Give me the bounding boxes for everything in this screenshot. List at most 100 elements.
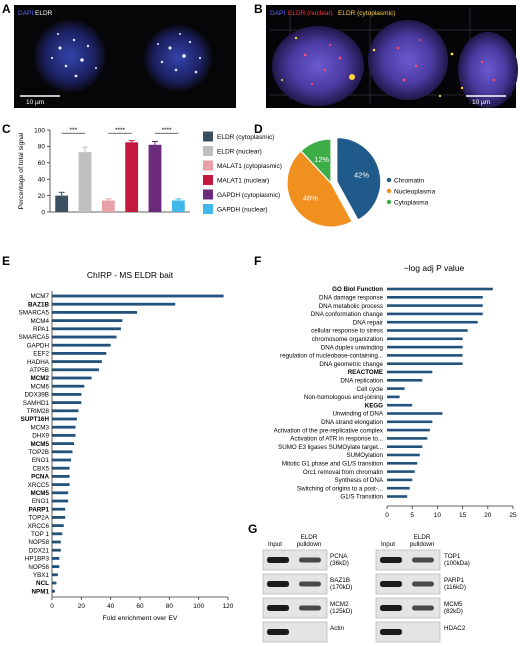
blot-strip	[375, 597, 441, 619]
panel-e-bar	[52, 532, 63, 536]
panel-c-legend-swatch	[203, 189, 213, 200]
panel-f-bar	[387, 437, 428, 440]
panel-f-bar	[387, 337, 463, 341]
panel-e-bar	[52, 343, 111, 347]
panel-b-legend-dapi: DAPI	[270, 10, 285, 17]
panel-e-bar	[52, 352, 107, 355]
panel-f-category-label: Synthesis of DNA	[335, 477, 384, 484]
panel-e-bar	[52, 311, 138, 314]
panel-d-legend-label: Cytoplasma	[394, 200, 429, 207]
panel-e-category-label: PARP1	[28, 506, 49, 513]
panel-c-bar-chart: Percentage of total signal 020406080100 …	[18, 127, 282, 217]
blot-header-input: Input	[268, 541, 282, 548]
panel-f-bar	[387, 445, 423, 448]
panel-f-bar	[387, 395, 400, 399]
blot-band-input	[267, 605, 289, 611]
panel-e-bar	[52, 360, 102, 363]
blot-protein-size: (100kDa)	[444, 560, 470, 567]
panel-c-y-tick-label: 20	[38, 193, 46, 200]
panel-f-bar	[387, 354, 463, 357]
panel-c-bar	[171, 200, 185, 212]
blot-band-pulldown	[412, 605, 434, 611]
panel-c-legend-label: ELDR (nuclear)	[217, 149, 262, 156]
panel-f-category-label: Activation of ATR in response to...	[290, 436, 383, 443]
panel-c-significance-stars: ****	[115, 127, 126, 134]
panel-f-x-tick-label: 10	[434, 512, 442, 519]
panel-e-bar	[52, 565, 60, 568]
panel-b-scale-label: 10 µm	[472, 99, 490, 106]
panel-f-bar	[387, 362, 463, 365]
panel-f-category-label: DNA repair	[353, 319, 383, 326]
panel-b-cell-2	[368, 20, 448, 100]
panel-e-bar	[52, 581, 57, 585]
panel-f-bar-chart: −log adj P value GO Biol Function DNA dam…	[274, 263, 517, 519]
panel-e-category-label: XRCC5	[28, 482, 50, 489]
panel-e-bars	[52, 294, 224, 593]
blot-strip	[375, 549, 441, 571]
blot-protein-size: (116kD)	[444, 584, 466, 591]
panel-f-bars	[387, 287, 493, 498]
panel-f-category-label: Switching of origins to a post-...	[297, 485, 383, 492]
panel-e-x-tick-label: 20	[78, 603, 86, 610]
panel-e-bar	[52, 499, 69, 503]
panel-b-nuclear-foci	[303, 39, 496, 86]
panel-c-bar	[125, 142, 139, 212]
panel-e-category-label: MCM5	[30, 441, 49, 448]
panel-e-category-label: SUPT16H	[21, 416, 50, 423]
panel-e-category-label: SAMHD1	[23, 400, 50, 407]
blot-protein-size: (36kD)	[330, 560, 349, 567]
blot-band-input	[380, 557, 402, 563]
panel-c-significance-stars: ***	[70, 127, 78, 134]
panel-e-category-label: SMARCA5	[19, 334, 50, 341]
panel-c-legend-swatch	[203, 204, 213, 214]
panel-e-x-ticks: 0 20 40 60 80 100 120	[50, 597, 234, 610]
panel-d-slice-label: 46%	[303, 194, 318, 203]
panel-e-bar-chart: ChIRP - MS ELDR bait MCM7BAZ1BSMARCA5MCM…	[19, 270, 234, 622]
panel-e-x-tick-label: 100	[193, 603, 204, 610]
panel-c-y-tick-label: 0	[41, 209, 45, 216]
panel-e-bar	[52, 548, 61, 552]
panel-b-cytoplasmic-foci	[281, 36, 464, 98]
blot-protein-name: MCM2	[330, 601, 349, 608]
panel-f-category-label: DNA conformation change	[311, 311, 384, 318]
panel-e-category-label: NCL	[36, 580, 49, 587]
panel-e-category-label: MCM6	[30, 383, 49, 390]
panel-c-y-tick-label: 100	[34, 127, 45, 134]
blot-header-pulldown-line2: pulldown	[297, 541, 322, 548]
panel-c-legend-label: MALAT1 (cytoplasmic)	[217, 163, 282, 170]
panel-e-bar	[52, 475, 70, 478]
panel-e-category-label: SMARCA5	[19, 310, 50, 317]
blot-protein-name: PARP1	[444, 577, 465, 584]
panel-c-legend-label: ELDR (cytoplasmic)	[217, 134, 274, 141]
blot-band-input	[267, 557, 289, 563]
panel-e-category-label: MCM7	[30, 293, 49, 300]
panel-d-slice	[286, 150, 354, 228]
panel-f-x-tick-label: 0	[385, 512, 389, 519]
panel-e-category-label: MCM4	[30, 318, 49, 325]
blot-protein-name: PCNA	[330, 553, 348, 560]
panel-a-legend-dapi: DAPI	[18, 10, 33, 17]
panel-f-bar	[387, 320, 478, 324]
panel-e-category-label: GAPDH	[27, 342, 50, 349]
panel-f-category-label: Unwinding of DNA	[332, 411, 383, 418]
panel-e-category-label: DDX21	[29, 547, 50, 554]
blot-strip	[262, 573, 328, 595]
panel-f-x-tick-label: 5	[410, 512, 414, 519]
panel-e-bar	[52, 335, 117, 339]
panel-f-bar	[387, 379, 423, 382]
panel-e-category-label: RPA1	[33, 326, 49, 333]
panel-d-legend-dot	[386, 177, 392, 183]
panel-f-x-tick-label: 25	[509, 512, 517, 519]
blot-protein-name: MCM5	[444, 601, 463, 608]
panel-f-bar	[387, 486, 410, 490]
panel-e-bar	[52, 417, 77, 421]
panel-b-legend-nuclear: ELDR (nuclear)	[288, 10, 333, 17]
panel-f-x-ticks: 0 5 10 15 20 25	[385, 506, 517, 519]
panel-e-category-label: TOP 1	[31, 531, 49, 538]
panel-b-cell-3	[458, 32, 518, 108]
panel-c-bars	[55, 140, 185, 212]
panel-f-category-label: DNA damage response	[319, 295, 384, 302]
blot-header-input: Input	[381, 541, 395, 548]
blot-strip	[262, 597, 328, 619]
